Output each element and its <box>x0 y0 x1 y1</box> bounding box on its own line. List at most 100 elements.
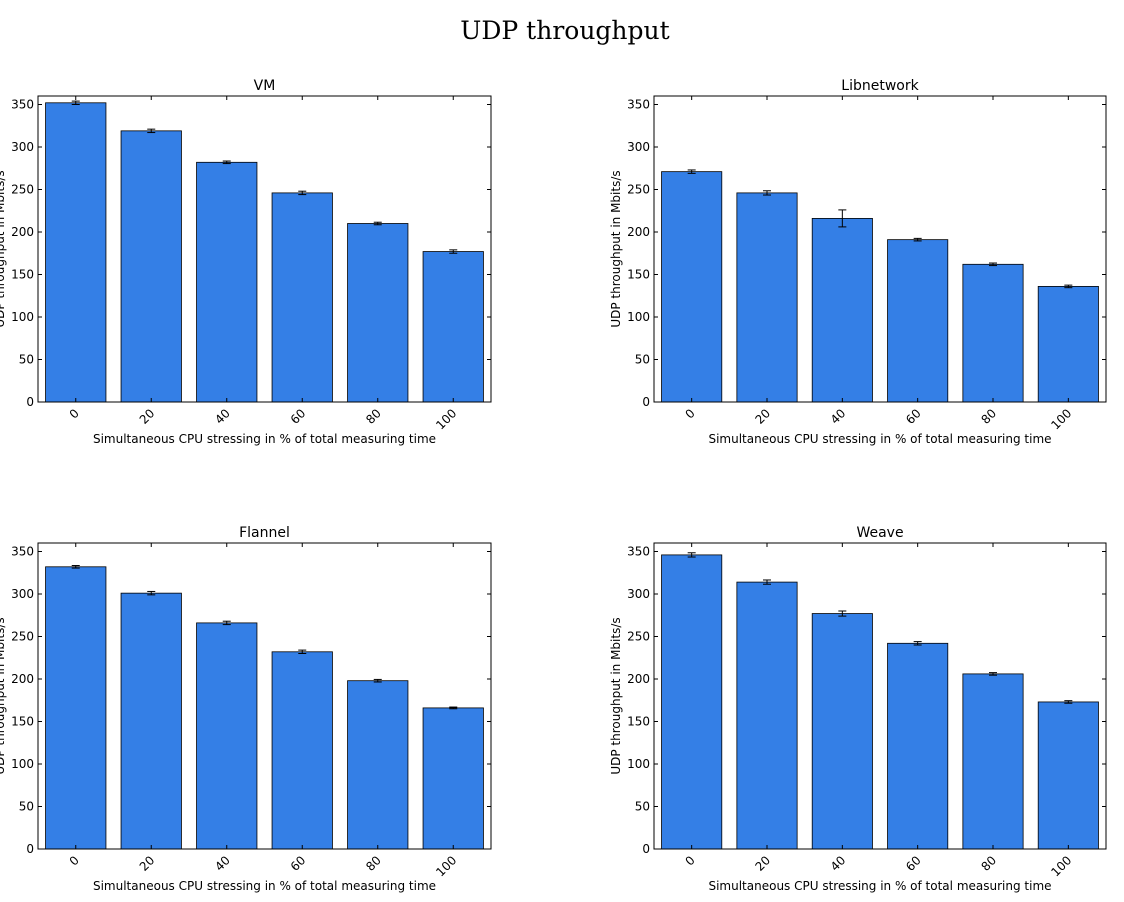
bar <box>962 263 1024 403</box>
y-tick-label: 350 <box>11 98 34 112</box>
x-tick-label: 40 <box>828 406 849 427</box>
bar <box>736 192 798 403</box>
bar <box>887 642 949 850</box>
y-tick-label: 350 <box>627 545 650 559</box>
chart-title: Flannel <box>239 525 290 541</box>
y-tick-label: 350 <box>627 98 650 112</box>
chart-title: VM <box>254 78 276 94</box>
x-tick-label: 20 <box>752 406 773 427</box>
x-tick-label: 100 <box>1048 853 1074 879</box>
y-tick-label: 100 <box>627 757 650 771</box>
x-tick-label: 60 <box>903 853 924 874</box>
bar <box>422 251 484 403</box>
x-tick-label: 100 <box>433 853 459 879</box>
bar <box>887 239 949 403</box>
y-tick-label: 0 <box>26 395 34 409</box>
y-tick-label: 50 <box>19 800 34 814</box>
bar <box>120 592 182 850</box>
x-tick-label: 80 <box>978 853 999 874</box>
x-tick-label: 0 <box>682 853 697 868</box>
bar <box>811 217 873 403</box>
figure-title: UDP throughput <box>460 16 670 45</box>
x-tick-label: 40 <box>212 853 233 874</box>
x-tick-label: 80 <box>363 853 384 874</box>
x-tick-label: 20 <box>137 406 158 427</box>
y-tick-label: 50 <box>19 353 34 367</box>
plot-frame <box>37 542 492 850</box>
bar <box>45 102 107 403</box>
y-tick-label: 250 <box>11 183 34 197</box>
y-tick-label: 50 <box>635 353 650 367</box>
x-tick-label: 80 <box>978 406 999 427</box>
y-tick-label: 200 <box>627 225 650 239</box>
y-tick-label: 50 <box>635 800 650 814</box>
y-axis-label: UDP throughput in Mbits/s <box>609 170 623 327</box>
bar <box>422 707 484 850</box>
x-tick-label: 60 <box>903 406 924 427</box>
bar <box>271 192 333 403</box>
y-tick-label: 350 <box>11 545 34 559</box>
y-tick-label: 150 <box>11 268 34 282</box>
y-tick-label: 150 <box>627 715 650 729</box>
y-tick-label: 150 <box>627 268 650 282</box>
x-axis-label: Simultaneous CPU stressing in % of total… <box>708 432 1051 446</box>
x-tick-label: 60 <box>288 853 309 874</box>
bar <box>661 554 723 850</box>
y-tick-label: 300 <box>627 587 650 601</box>
bar <box>661 171 723 403</box>
x-tick-label: 100 <box>433 406 459 432</box>
bar <box>1037 285 1099 403</box>
x-tick-label: 100 <box>1048 406 1074 432</box>
y-tick-label: 300 <box>11 140 34 154</box>
x-tick-label: 40 <box>212 406 233 427</box>
x-tick-label: 80 <box>363 406 384 427</box>
chart-panel-libnetwork: 0 20 40 60 80 100 0 50 100 150 200 250 300 350 Libnetw… <box>609 78 1107 446</box>
y-tick-label: 150 <box>11 715 34 729</box>
y-tick-label: 200 <box>11 672 34 686</box>
x-axis-label: Simultaneous CPU stressing in % of total… <box>708 879 1051 893</box>
bar <box>196 161 258 403</box>
x-axis-label: Simultaneous CPU stressing in % of total… <box>93 432 436 446</box>
y-tick-label: 100 <box>11 310 34 324</box>
y-tick-label: 300 <box>627 140 650 154</box>
y-axis-label: UDP throughput in Mbits/s <box>609 617 623 774</box>
plot-frame <box>653 542 1107 850</box>
y-tick-label: 0 <box>642 395 650 409</box>
y-tick-label: 200 <box>11 225 34 239</box>
y-tick-label: 250 <box>11 630 34 644</box>
chart-panel-weave: 0 20 40 60 80 100 0 50 100 150 200 250 300 350 Weave Si… <box>609 525 1107 893</box>
y-axis-label: UDP throughput in Mbits/s <box>0 617 7 774</box>
y-tick-label: 0 <box>642 842 650 856</box>
x-tick-label: 20 <box>752 853 773 874</box>
bar <box>271 651 333 850</box>
y-tick-label: 100 <box>11 757 34 771</box>
x-axis-label: Simultaneous CPU stressing in % of total… <box>93 879 436 893</box>
chart-panel-flannel: 0 20 40 60 80 100 0 50 100 150 200 250 300 350 Flannel… <box>0 525 492 893</box>
bar <box>347 223 409 403</box>
x-tick-label: 60 <box>288 406 309 427</box>
bar <box>811 613 873 850</box>
bar <box>347 680 409 850</box>
x-tick-label: 0 <box>67 406 82 421</box>
x-tick-label: 0 <box>67 853 82 868</box>
x-tick-label: 20 <box>137 853 158 874</box>
chart-title: Libnetwork <box>841 78 919 94</box>
plot-frame <box>653 95 1107 403</box>
y-tick-label: 200 <box>627 672 650 686</box>
x-tick-label: 40 <box>828 853 849 874</box>
plot-frame <box>37 95 492 403</box>
bar <box>45 566 107 850</box>
y-tick-label: 300 <box>11 587 34 601</box>
bar <box>1037 701 1099 850</box>
bar <box>196 622 258 850</box>
bar <box>962 673 1024 850</box>
bar <box>736 581 798 850</box>
y-tick-label: 0 <box>26 842 34 856</box>
y-tick-label: 250 <box>627 630 650 644</box>
y-tick-label: 100 <box>627 310 650 324</box>
x-tick-label: 0 <box>682 406 697 421</box>
y-tick-label: 250 <box>627 183 650 197</box>
y-axis-label: UDP throughput in Mbits/s <box>0 170 7 327</box>
chart-panel-vm: 0 20 40 60 80 100 0 50 100 150 200 250 300 350 VM Simul… <box>0 78 492 446</box>
